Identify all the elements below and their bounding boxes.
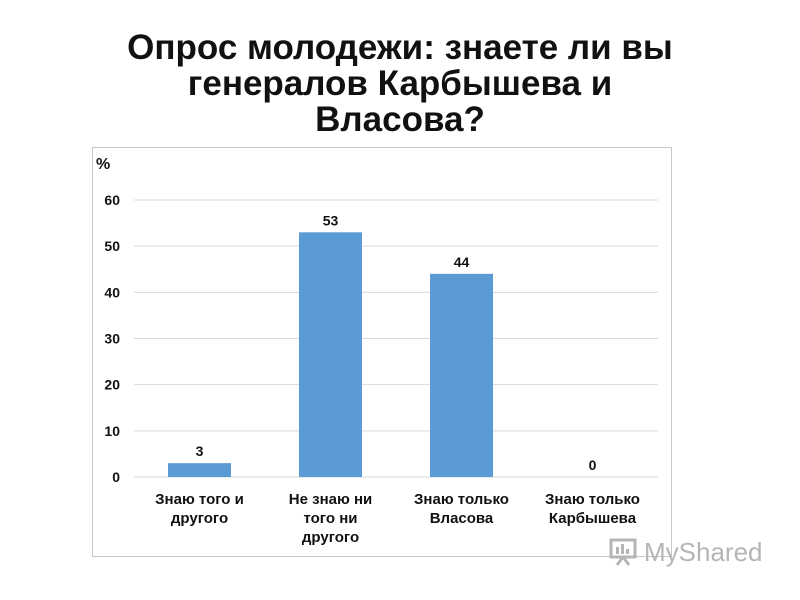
- title-line-1: Опрос молодежи: знаете ли вы: [127, 28, 673, 67]
- x-tick-label-line: Карбышева: [549, 510, 637, 527]
- y-tick-label: 60: [104, 192, 120, 208]
- presentation-board-icon: [609, 538, 637, 566]
- x-tick-label: Знаю того и другого: [155, 491, 244, 527]
- x-tick-label-line: Знаю того и: [155, 491, 244, 508]
- chart-frame: [92, 147, 672, 557]
- data-label: 3: [196, 443, 204, 459]
- y-tick-label: 50: [104, 238, 120, 254]
- page-title: Опрос молодежи: знаете ли вы генералов К…: [40, 30, 760, 138]
- x-tick-label: Знаю только Власова: [414, 491, 509, 527]
- x-tick-label-line: Не знаю ни: [289, 491, 372, 508]
- x-tick-label-line: Знаю только: [545, 491, 640, 508]
- title-line-2: генералов Карбышева и: [187, 64, 613, 103]
- y-tick-label: 30: [104, 331, 120, 347]
- y-tick-label: 0: [112, 469, 120, 485]
- x-tick-label: Не знаю ни того ни другого: [289, 491, 372, 546]
- x-tick-label-line: того ни: [304, 510, 358, 527]
- x-tick-label: Знаю только Карбышева: [545, 491, 640, 527]
- x-tick-label-line: Власова: [430, 510, 494, 527]
- y-tick-label: 10: [104, 423, 120, 439]
- bar-chart: % 0 10 20 30 40 50 60 3 Знаю того и другого 53 Не зн…: [96, 156, 658, 546]
- x-tick-label-line: другого: [171, 510, 228, 527]
- y-tick-label: 20: [104, 377, 120, 393]
- watermark-text: MyShared: [644, 536, 763, 567]
- data-label: 0: [589, 457, 597, 473]
- y-tick-label: 40: [104, 284, 120, 300]
- bar: [299, 232, 362, 477]
- data-label: 53: [323, 212, 339, 228]
- data-label: 44: [454, 254, 470, 270]
- x-tick-label-line: другого: [302, 529, 359, 546]
- bar: [168, 463, 231, 477]
- bar: [430, 273, 493, 477]
- title-line-3: Власова?: [315, 100, 485, 139]
- x-tick-label-line: Знаю только: [414, 491, 509, 508]
- y-axis-unit-label: %: [96, 156, 110, 173]
- watermark: MyShared: [608, 536, 763, 568]
